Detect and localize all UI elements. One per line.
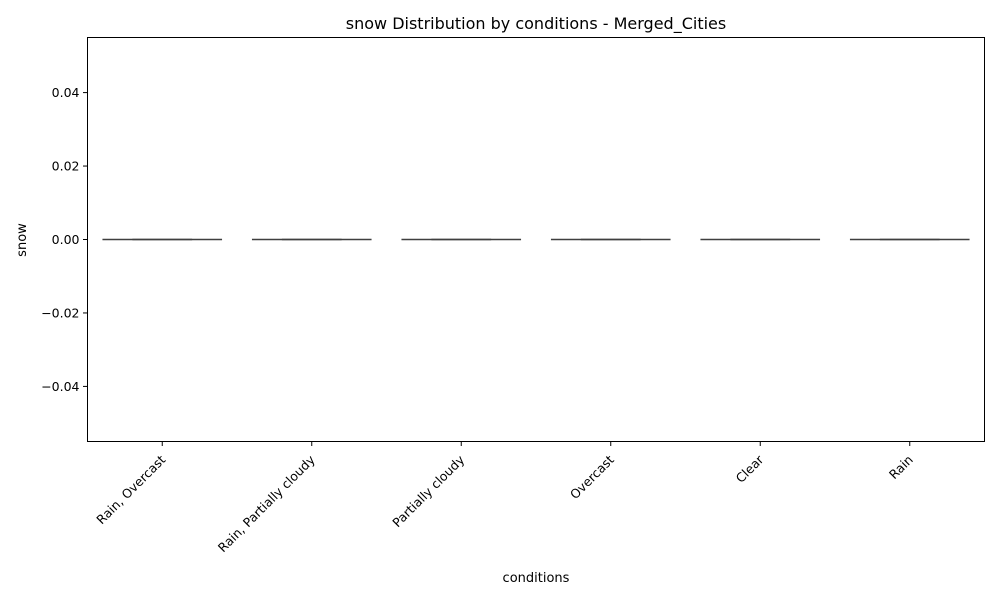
chart-title: snow Distribution by conditions - Merged… <box>346 14 726 34</box>
x-tick-label: Rain, Partially cloudy <box>215 452 319 556</box>
x-tick-label: Overcast <box>567 452 617 502</box>
x-axis-ticks: Rain, Overcast Rain, Partially cloudy Part… <box>93 441 916 556</box>
x-tick-label: Rain <box>886 452 916 482</box>
y-axis-label: snow <box>15 223 30 257</box>
x-axis-label: conditions <box>503 571 570 586</box>
y-axis-ticks: −0.04 −0.02 0.00 0.02 0.04 <box>41 85 88 394</box>
y-tick-label: 0.02 <box>52 159 80 174</box>
x-tick-label: Partially cloudy <box>389 452 467 530</box>
x-tick-label: Rain, Overcast <box>93 452 168 527</box>
y-tick-label: 0.04 <box>52 85 80 100</box>
y-tick-label: −0.04 <box>41 379 79 394</box>
y-tick-label: 0.00 <box>52 232 80 247</box>
x-tick-label: Clear <box>733 451 767 485</box>
y-tick-label: −0.02 <box>41 305 79 320</box>
